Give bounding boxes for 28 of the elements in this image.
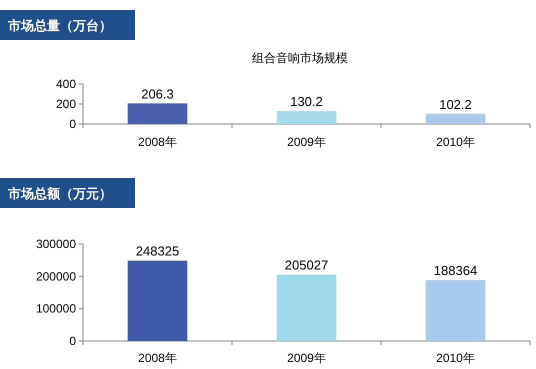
x-tick-label: 2009年 [287, 135, 326, 149]
data-label: 102.2 [439, 96, 472, 112]
x-tick-label: 2008年 [138, 135, 177, 149]
data-label: 130.2 [290, 94, 323, 109]
bar [128, 260, 188, 341]
data-label: 206.3 [141, 86, 174, 102]
y-tick-label: 200000 [36, 269, 76, 284]
y-tick-label: 300000 [36, 237, 76, 251]
x-tick-label: 2010年 [436, 135, 475, 149]
y-tick-label: 200 [56, 97, 76, 111]
y-tick-label: 0 [69, 117, 76, 131]
bar [128, 103, 188, 124]
x-tick-label: 2010年 [436, 351, 475, 365]
bar [426, 114, 486, 124]
data-label: 188364 [434, 263, 478, 278]
y-tick-label: 400 [56, 77, 76, 91]
x-tick-label: 2009年 [287, 351, 326, 365]
y-tick-label: 0 [69, 334, 76, 348]
bar [276, 110, 336, 124]
data-label: 248325 [136, 244, 180, 259]
bar [426, 280, 486, 341]
y-tick-label: 100000 [36, 302, 76, 316]
chart-title: 市场总额（万元） [7, 186, 112, 201]
chart-title: 市场总量（万台） [7, 18, 112, 33]
chart-subtitle: 组合音响市场规模 [252, 51, 348, 65]
bar [276, 274, 336, 341]
x-tick-label: 2008年 [138, 351, 177, 365]
data-label: 205027 [284, 258, 328, 273]
